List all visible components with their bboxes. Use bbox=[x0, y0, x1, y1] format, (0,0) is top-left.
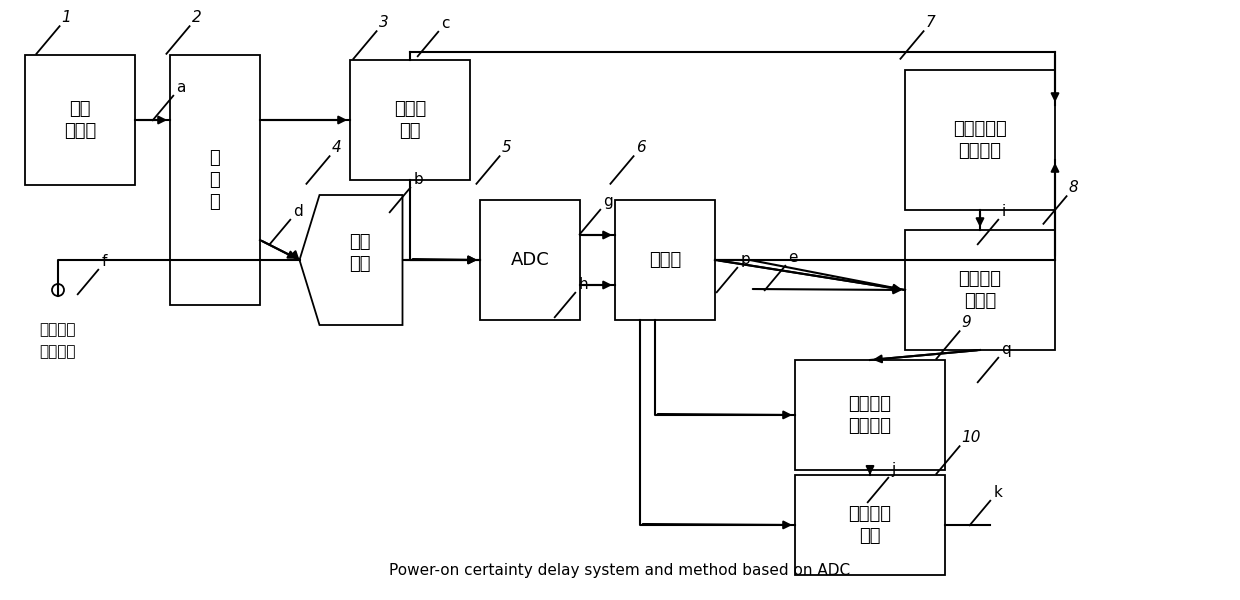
Text: 延时数値: 延时数値 bbox=[848, 395, 892, 413]
Text: 4: 4 bbox=[331, 140, 341, 155]
Text: 器: 器 bbox=[210, 193, 221, 211]
Text: k: k bbox=[993, 485, 1002, 500]
Text: 存储器: 存储器 bbox=[963, 292, 996, 310]
Text: 时钟源: 时钟源 bbox=[64, 122, 97, 140]
Text: j: j bbox=[892, 462, 895, 477]
Text: 合器: 合器 bbox=[399, 122, 420, 140]
Text: 出厂校准: 出厂校准 bbox=[959, 270, 1002, 288]
Text: d: d bbox=[294, 204, 303, 219]
Text: 参考: 参考 bbox=[69, 100, 91, 118]
Text: ADC: ADC bbox=[511, 251, 549, 269]
Text: 功: 功 bbox=[210, 149, 221, 167]
Text: a: a bbox=[176, 80, 186, 95]
Bar bbox=[905, 230, 1055, 350]
Text: 频率综: 频率综 bbox=[394, 100, 427, 118]
Text: 计算模块: 计算模块 bbox=[848, 417, 892, 435]
Text: 相参同步地: 相参同步地 bbox=[954, 120, 1007, 138]
Text: f: f bbox=[102, 254, 107, 269]
Bar bbox=[350, 60, 470, 180]
Text: 模块: 模块 bbox=[859, 527, 880, 545]
Text: 分: 分 bbox=[210, 171, 221, 189]
Text: b: b bbox=[413, 172, 423, 187]
Bar bbox=[170, 55, 260, 305]
Text: q: q bbox=[1001, 342, 1011, 357]
Bar bbox=[905, 70, 1055, 210]
Text: 址发生器: 址发生器 bbox=[959, 142, 1002, 160]
Text: g: g bbox=[604, 194, 613, 209]
Text: p: p bbox=[740, 252, 750, 267]
Bar bbox=[795, 360, 945, 470]
Text: 9: 9 bbox=[961, 315, 971, 330]
Text: 输入端口: 输入端口 bbox=[40, 344, 76, 359]
Bar bbox=[795, 475, 945, 575]
Text: 10: 10 bbox=[961, 430, 981, 445]
Text: Power-on certainty delay system and method based on ADC: Power-on certainty delay system and meth… bbox=[389, 563, 851, 577]
Text: 1: 1 bbox=[62, 10, 72, 25]
Text: 开关: 开关 bbox=[350, 255, 371, 273]
Bar bbox=[480, 200, 580, 320]
Text: 2: 2 bbox=[191, 10, 201, 25]
Polygon shape bbox=[300, 195, 403, 325]
Text: 目标信号: 目标信号 bbox=[40, 323, 76, 337]
Text: e: e bbox=[789, 250, 797, 265]
Text: 5: 5 bbox=[501, 140, 511, 155]
Bar bbox=[615, 200, 715, 320]
Text: 8: 8 bbox=[1069, 180, 1079, 195]
Text: 缓存器: 缓存器 bbox=[649, 251, 681, 269]
Text: i: i bbox=[1001, 204, 1006, 219]
Text: 模拟: 模拟 bbox=[350, 233, 371, 251]
Text: h: h bbox=[578, 277, 588, 292]
Text: 延时补偿: 延时补偿 bbox=[848, 505, 892, 523]
Bar bbox=[25, 55, 135, 185]
Text: 7: 7 bbox=[925, 15, 935, 30]
Text: 6: 6 bbox=[636, 140, 645, 155]
Text: 3: 3 bbox=[378, 15, 388, 30]
Text: c: c bbox=[441, 16, 450, 31]
